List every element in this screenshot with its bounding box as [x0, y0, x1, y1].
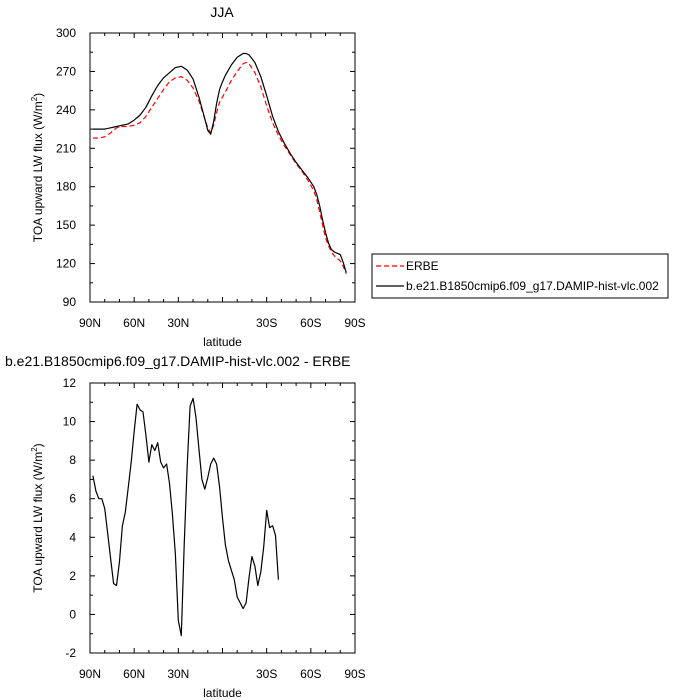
y-tick-label: 2 — [69, 569, 76, 583]
x-axis-label: latitude — [203, 335, 242, 349]
y-tick-label: 0 — [69, 607, 76, 621]
x-tick-label: 90S — [344, 316, 365, 330]
y-tick-label: 6 — [69, 492, 76, 506]
legend-label-2: b.e21.B1850cmip6.f09_g17.DAMIP-hist-vlc.… — [406, 279, 659, 293]
y-tick-label: 120 — [56, 257, 76, 271]
legend: ERBE b.e21.B1850cmip6.f09_g17.DAMIP-hist-… — [371, 253, 669, 299]
legend-label-1: ERBE — [406, 259, 439, 273]
chart-title: b.e21.B1850cmip6.f09_g17.DAMIP-hist-vlc.… — [5, 353, 351, 369]
y-tick-label: 300 — [56, 26, 76, 40]
y-tick-label: 270 — [56, 64, 76, 78]
y-tick-label: 8 — [69, 453, 76, 467]
x-tick-label: 30N — [167, 316, 189, 330]
x-tick-label: 60N — [123, 667, 145, 681]
series-line-2 — [92, 52, 347, 273]
y-tick-label: 180 — [56, 180, 76, 194]
plot-frame — [89, 32, 356, 303]
series-line-1 — [92, 397, 279, 637]
x-tick-label: 90N — [79, 316, 101, 330]
y-tick-label: 90 — [63, 295, 77, 309]
x-tick-label: 60S — [300, 667, 321, 681]
x-axis-label: latitude — [203, 686, 242, 700]
chart-panel-2: b.e21.B1850cmip6.f09_g17.DAMIP-hist-vlc.… — [5, 353, 366, 700]
y-tick-label: -2 — [65, 646, 76, 660]
y-axis-label: TOA upward LW flux (W/m2) — [30, 93, 45, 242]
x-tick-label: 90S — [344, 667, 365, 681]
y-tick-label: 10 — [63, 415, 77, 429]
x-tick-label: 30S — [256, 316, 277, 330]
y-tick-label: 4 — [69, 530, 76, 544]
y-axis-label: TOA upward LW flux (W/m2) — [30, 443, 45, 592]
chart-panel-1: JJA 90N 60N 30N 30S 60S 90S 90 120 150 180 210 240 27… — [30, 4, 669, 349]
x-tick-label: 30N — [167, 667, 189, 681]
chart-title: JJA — [210, 4, 234, 20]
y-tick-label: 240 — [56, 103, 76, 117]
legend-box — [371, 253, 669, 299]
y-tick-label: 12 — [63, 376, 77, 390]
x-tick-label: 90N — [79, 667, 101, 681]
x-tick-label: 60N — [123, 316, 145, 330]
y-tick-label: 150 — [56, 218, 76, 232]
y-tick-label: 210 — [56, 141, 76, 155]
x-tick-label: 30S — [256, 667, 277, 681]
x-tick-label: 60S — [300, 316, 321, 330]
series-line-1 — [92, 61, 347, 275]
